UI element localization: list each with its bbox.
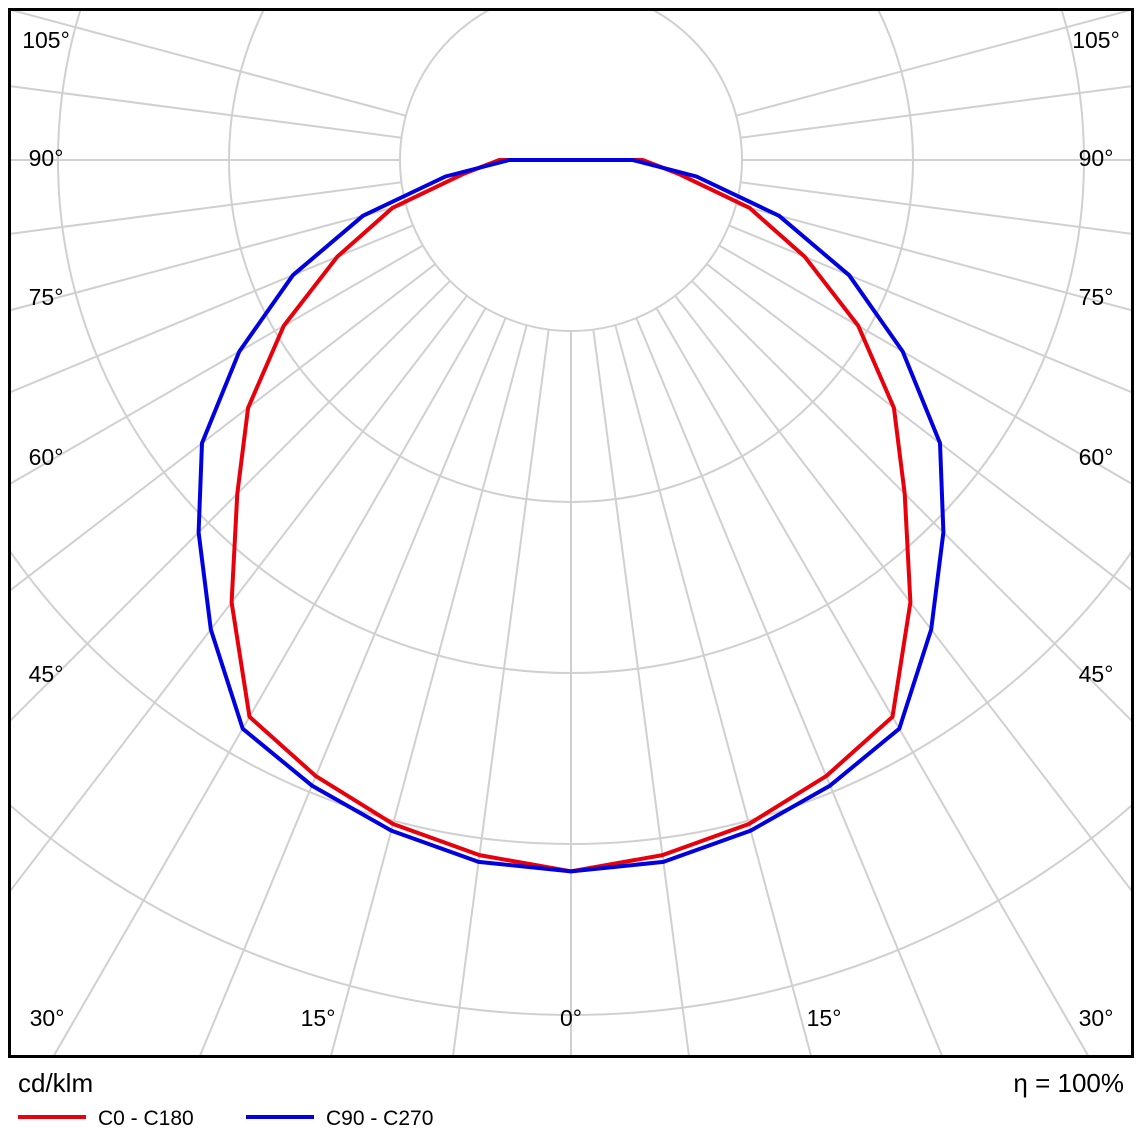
angle-label-bottom-1: 15° [301, 1005, 336, 1031]
angle-label-left-1: 90° [29, 145, 64, 171]
grid-spoke--22.5 [199, 317, 507, 1055]
angle-label-right-4: 45° [1079, 661, 1114, 687]
angle-label-right-2: 75° [1079, 284, 1114, 310]
legend-label-c0-c180: C0 - C180 [98, 1107, 194, 1130]
grid-spoke-75 [735, 203, 1131, 312]
grid-spoke--52.5 [11, 263, 436, 591]
angle-label-left-0: 105° [22, 27, 70, 53]
grid-spoke--7.5 [452, 329, 550, 1055]
efficiency-label: η = 100% [1013, 1068, 1124, 1098]
unit-label: cd/klm [18, 1068, 93, 1098]
angle-label-bottom-3: 15° [807, 1005, 842, 1031]
grid-spoke-97.5 [740, 85, 1131, 139]
grid-spoke-7.5 [592, 329, 690, 1055]
angle-label-bottom-0: 30° [30, 1005, 65, 1031]
grid-spoke-15 [614, 324, 812, 1055]
curve-c90-c270 [196, 158, 946, 874]
angle-label-left-4: 45° [29, 661, 64, 687]
angle-label-bottom-2: 0° [560, 1005, 582, 1031]
curve-c0-c180 [229, 158, 913, 874]
grid-spoke-37.5 [674, 295, 1131, 892]
grid-ring-50 [399, 11, 743, 332]
grid-spoke--105 [11, 11, 407, 117]
grid-spoke--37.5 [11, 295, 468, 892]
grid-spoke--45 [11, 280, 451, 722]
grid-spoke--97.5 [11, 85, 402, 139]
grid-spoke-45 [691, 280, 1131, 722]
angle-label-left-2: 75° [29, 284, 64, 310]
grid-spoke--30 [53, 307, 487, 1055]
grid-spoke--67.5 [11, 224, 414, 394]
grid-spoke-60 [718, 244, 1131, 485]
grid-spoke-52.5 [706, 263, 1131, 591]
grid-spoke-30 [655, 307, 1089, 1055]
grid-spoke-67.5 [728, 224, 1131, 394]
grid-spoke--75 [11, 203, 407, 312]
grid-spoke--15 [330, 324, 528, 1055]
legend-label-c90-c270: C90 - C270 [326, 1107, 433, 1130]
angle-label-right-1: 90° [1079, 145, 1114, 171]
grid-spoke-22.5 [635, 317, 943, 1055]
intensity-curves [196, 158, 946, 874]
grid-spoke-82.5 [740, 181, 1131, 235]
angle-label-right-0: 105° [1072, 27, 1120, 53]
legend: cd/klm η = 100% C0 - C180 C90 - C270 [18, 1068, 1124, 1130]
angle-label-right-3: 60° [1079, 444, 1114, 470]
angle-label-left-3: 60° [29, 444, 64, 470]
plot-border [8, 8, 1134, 1058]
grid-spoke--60 [11, 244, 424, 485]
grid-spoke--82.5 [11, 181, 402, 235]
angle-label-bottom-4: 30° [1079, 1005, 1114, 1031]
angle-labels: 105° 90° 75° 60° 45° 105° 90° 75° 60° 45° 30° 15° 0°… [22, 27, 1120, 1031]
grid-spoke-105 [735, 11, 1131, 117]
